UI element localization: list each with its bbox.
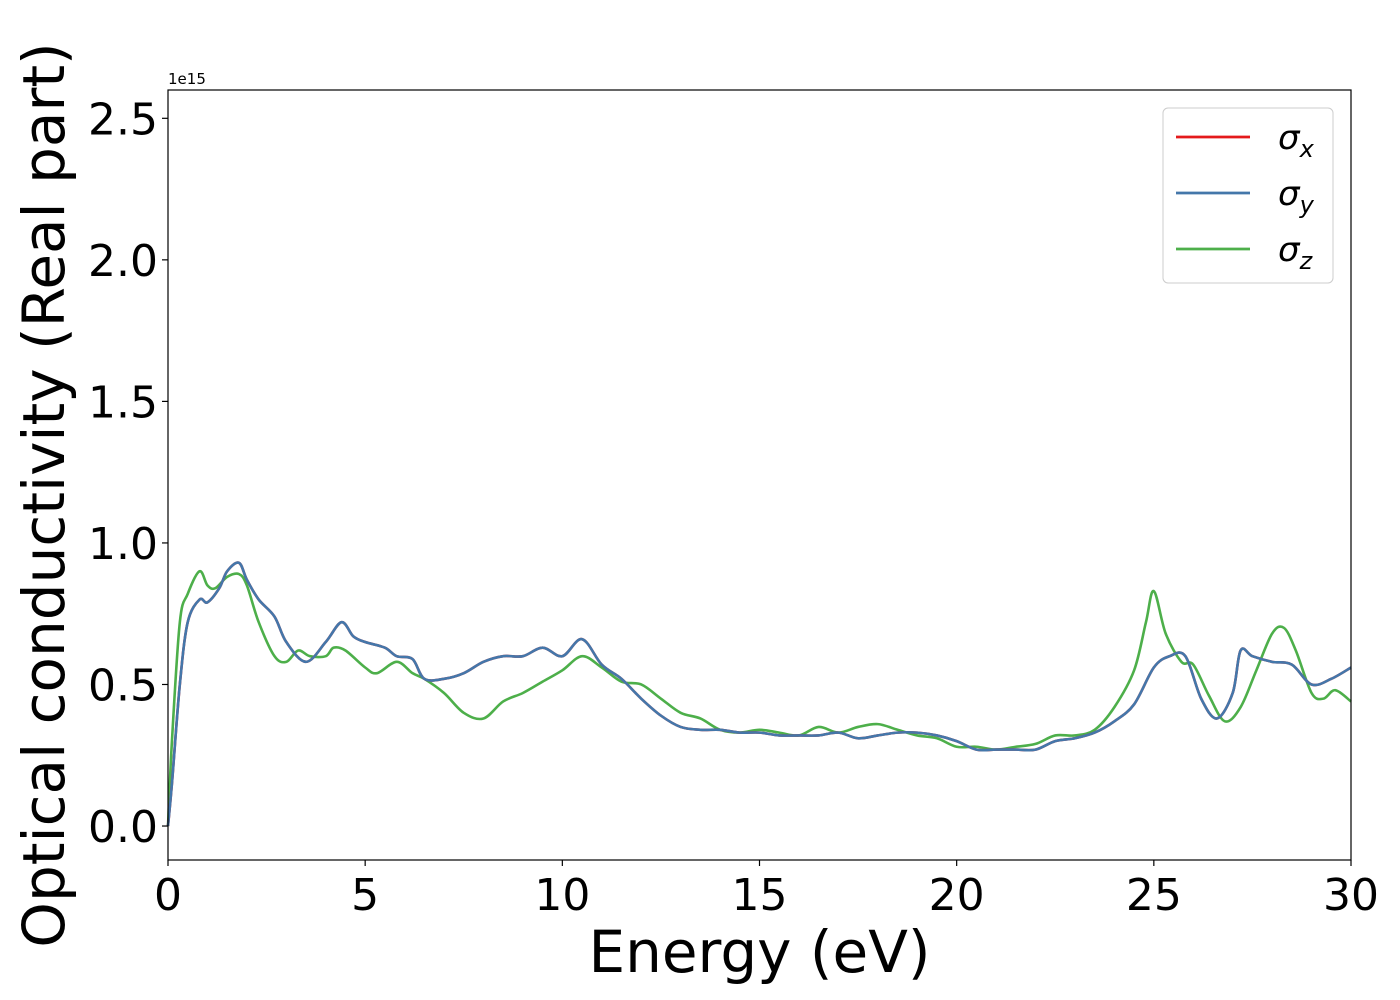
x-tick-label: 5 — [351, 870, 379, 921]
x-axis-label: Energy (eV) — [588, 918, 930, 986]
x-axis: 0 5 10 15 20 25 30 — [154, 860, 1379, 921]
x-tick-label: 30 — [1323, 870, 1379, 921]
x-tick-label: 20 — [929, 870, 985, 921]
series-line-y — [166, 561, 1352, 827]
y-tick-label: 2.0 — [88, 236, 158, 287]
x-tick-label: 10 — [534, 870, 590, 921]
legend-label-z: σz — [1278, 230, 1314, 275]
y-tick-label: 0.0 — [88, 802, 158, 853]
y-offset-label: 1e15 — [168, 70, 206, 88]
legend-label-x: σx — [1278, 118, 1315, 163]
series-layer — [166, 561, 1352, 827]
y-tick-label: 0.5 — [88, 660, 158, 711]
x-tick-label: 0 — [154, 870, 182, 921]
x-tick-label: 25 — [1126, 870, 1182, 921]
y-tick-label: 1.0 — [88, 519, 158, 570]
y-axis-label: Optical conductivity (Real part) — [10, 42, 78, 947]
y-tick-label: 2.5 — [88, 94, 158, 145]
legend: σx σy σz — [1162, 107, 1334, 284]
y-axis: 0.0 0.5 1.0 1.5 2.0 2.5 — [88, 94, 168, 853]
y-tick-label: 1.5 — [88, 377, 158, 428]
legend-label-y: σy — [1278, 174, 1315, 219]
x-tick-label: 15 — [732, 870, 788, 921]
legend-box — [1162, 107, 1334, 284]
